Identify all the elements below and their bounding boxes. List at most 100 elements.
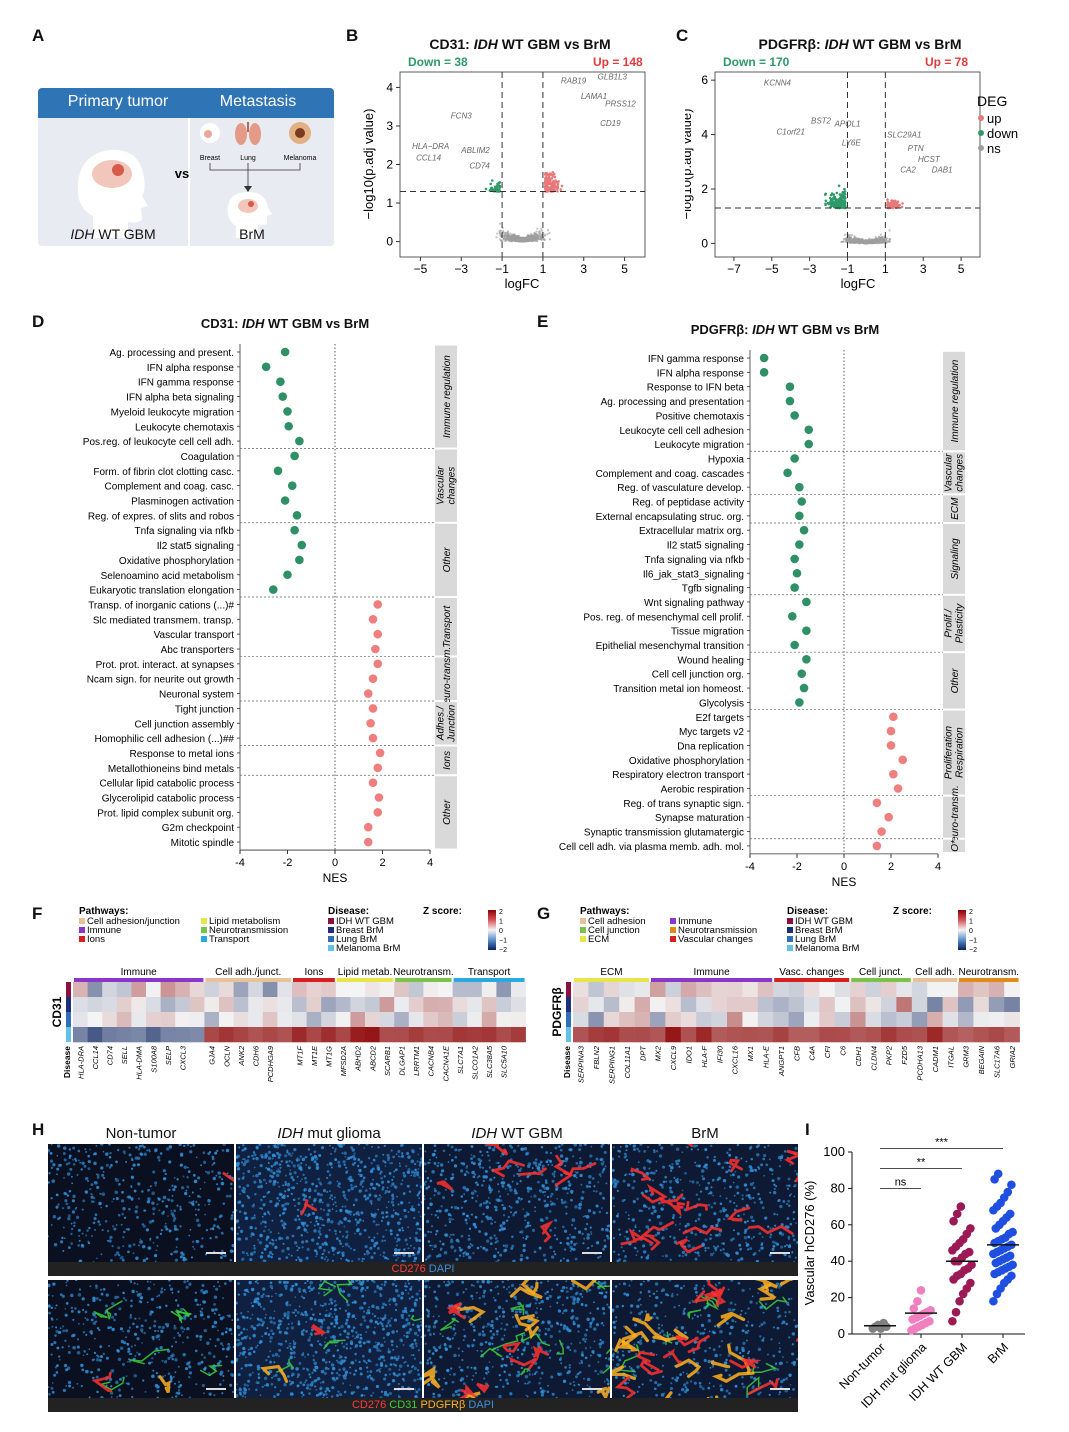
- dapi-nucleus: [284, 1174, 287, 1177]
- dapi-nucleus: [602, 1247, 605, 1251]
- dapi-nucleus: [247, 1254, 249, 1257]
- dapi-nucleus: [426, 1206, 430, 1210]
- dapi-nucleus: [578, 1144, 583, 1147]
- heatmap-cell: [773, 1027, 789, 1043]
- gene-group-label: Immune: [694, 967, 731, 978]
- dapi-nucleus: [390, 1200, 395, 1204]
- heatmap-cell: [116, 1027, 132, 1043]
- nes-dot-up: [373, 629, 383, 639]
- x-axis-label: logFC: [505, 276, 540, 291]
- dapi-nucleus: [211, 1157, 215, 1161]
- down-point: [840, 201, 844, 205]
- dapi-nucleus: [282, 1226, 286, 1230]
- dapi-nucleus: [127, 1250, 130, 1254]
- dapi-nucleus: [104, 1219, 108, 1223]
- ns-point: [888, 240, 891, 243]
- nes-dot-down: [790, 454, 799, 463]
- dapi-nucleus: [357, 1144, 361, 1146]
- nes-dot-up: [886, 741, 896, 750]
- dapi-nucleus: [566, 1236, 570, 1240]
- dapi-nucleus: [358, 1218, 362, 1222]
- dapi-nucleus: [526, 1221, 530, 1225]
- dapi-nucleus: [425, 1186, 429, 1190]
- dapi-nucleus: [230, 1216, 234, 1221]
- dapi-nucleus: [396, 1195, 399, 1198]
- dapi-nucleus: [598, 1173, 602, 1176]
- gene-label: C1orf21: [776, 128, 804, 137]
- dapi-nucleus: [453, 1164, 458, 1168]
- dapi-nucleus: [538, 1163, 542, 1167]
- dapi-nucleus: [96, 1176, 100, 1179]
- heatmap-cell: [452, 982, 468, 998]
- dapi-nucleus: [315, 1215, 319, 1220]
- heatmap-cell: [189, 997, 205, 1013]
- dapi-nucleus: [127, 1227, 130, 1231]
- dapi-nucleus: [768, 1253, 772, 1257]
- dapi-nucleus: [389, 1162, 391, 1165]
- dapi-nucleus: [296, 1157, 299, 1159]
- dapi-nucleus: [484, 1170, 488, 1173]
- dapi-nucleus: [563, 1200, 567, 1204]
- dapi-nucleus: [265, 1238, 268, 1241]
- dapi-nucleus: [152, 1241, 155, 1244]
- dapi-nucleus: [267, 1190, 271, 1194]
- dapi-nucleus: [439, 1240, 442, 1243]
- dapi-nucleus: [472, 1175, 476, 1179]
- dapi-nucleus: [76, 1173, 79, 1176]
- heatmap-cd31: Pathways:Cell adhesion/junctionImmuneIon…: [50, 906, 526, 1082]
- dapi-nucleus: [278, 1257, 281, 1261]
- dapi-nucleus: [590, 1244, 594, 1248]
- dapi-nucleus: [472, 1154, 476, 1158]
- up-point: [551, 174, 555, 178]
- dapi-nucleus: [269, 1199, 273, 1204]
- dapi-nucleus: [71, 1210, 76, 1214]
- dapi-nucleus: [436, 1164, 440, 1168]
- dapi-nucleus: [359, 1173, 363, 1178]
- x-tick-label: 4: [935, 861, 941, 873]
- dapi-nucleus: [551, 1179, 555, 1183]
- title-pre: PDGFRβ:: [758, 36, 825, 52]
- dapi-nucleus: [307, 1148, 311, 1151]
- dapi-nucleus: [574, 1257, 578, 1261]
- gene-label: MT1F: [295, 1046, 304, 1066]
- dapi-nucleus: [534, 1164, 538, 1167]
- dapi-nucleus: [63, 1176, 66, 1179]
- nes-dot-down: [283, 570, 292, 580]
- dapi-nucleus: [309, 1153, 312, 1156]
- dapi-nucleus: [414, 1168, 417, 1172]
- dapi-nucleus: [318, 1181, 322, 1185]
- dapi-nucleus: [321, 1224, 324, 1227]
- dapi-nucleus: [493, 1145, 496, 1149]
- dapi-nucleus: [566, 1192, 569, 1195]
- gene-label: MT1E: [310, 1045, 319, 1066]
- nes-dot-down: [797, 497, 806, 506]
- dapi-nucleus: [286, 1194, 290, 1198]
- dapi-nucleus: [132, 1252, 135, 1255]
- gene-label: HLA-DMA: [135, 1046, 144, 1080]
- dapi-nucleus: [344, 1166, 348, 1169]
- dapi-nucleus: [146, 1200, 151, 1204]
- dapi-nucleus: [347, 1188, 351, 1192]
- dapi-nucleus: [490, 1222, 493, 1225]
- down-point: [835, 202, 839, 206]
- dapi-nucleus: [494, 1241, 497, 1244]
- dapi-nucleus: [323, 1258, 326, 1261]
- dapi-nucleus: [362, 1176, 366, 1180]
- dapi-nucleus: [293, 1241, 298, 1245]
- dapi-nucleus: [608, 1223, 610, 1228]
- dapi-nucleus: [736, 1191, 740, 1195]
- dapi-nucleus: [174, 1258, 179, 1262]
- dapi-nucleus: [597, 1181, 600, 1184]
- dapi-nucleus: [282, 1242, 285, 1245]
- pathway-label: Neuronal system: [159, 690, 234, 701]
- dapi-nucleus: [499, 1253, 503, 1257]
- x-tick-label: -2: [283, 857, 293, 869]
- heatmap-cell: [788, 1027, 805, 1043]
- dapi-nucleus: [66, 1172, 71, 1176]
- dapi-nucleus: [390, 1185, 392, 1187]
- dapi-nucleus: [341, 1152, 344, 1154]
- dapi-nucleus: [424, 1197, 426, 1201]
- dapi-nucleus: [253, 1180, 257, 1184]
- dapi-nucleus: [384, 1189, 389, 1193]
- nes-dot-up: [877, 827, 886, 836]
